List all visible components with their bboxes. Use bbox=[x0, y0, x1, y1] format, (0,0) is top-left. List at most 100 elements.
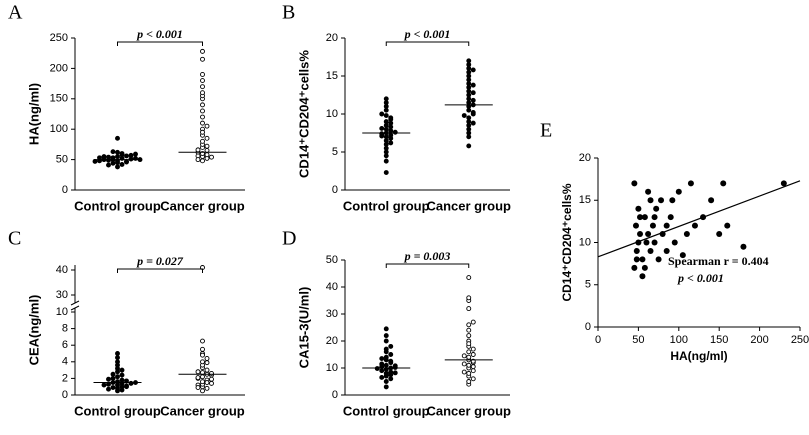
data-point bbox=[383, 119, 389, 125]
x-tick-label: Cancer group bbox=[426, 403, 511, 418]
data-point bbox=[106, 154, 111, 160]
data-point bbox=[470, 120, 476, 126]
data-point bbox=[119, 367, 125, 373]
data-point bbox=[658, 197, 665, 204]
data-point bbox=[641, 214, 648, 221]
data-point bbox=[700, 214, 707, 221]
y-tick-label: 5 bbox=[332, 146, 338, 158]
data-point bbox=[383, 326, 389, 332]
panel-label: C bbox=[8, 228, 21, 250]
data-point bbox=[383, 100, 389, 106]
data-point bbox=[383, 379, 389, 384]
x-tick-label: Control group bbox=[74, 198, 161, 213]
y-tick-label: 4 bbox=[62, 356, 68, 368]
data-point bbox=[115, 374, 120, 380]
data-point bbox=[379, 111, 385, 117]
data-point bbox=[209, 370, 214, 376]
data-point bbox=[647, 197, 654, 204]
data-point bbox=[200, 359, 205, 365]
data-point bbox=[383, 346, 389, 352]
y-tick-label: 40 bbox=[56, 264, 68, 276]
data-point bbox=[392, 129, 398, 135]
data-point bbox=[637, 214, 644, 221]
data-point bbox=[200, 129, 205, 135]
data-point bbox=[470, 352, 476, 357]
data-point bbox=[641, 264, 648, 271]
data-point bbox=[115, 160, 120, 166]
data-point bbox=[200, 158, 205, 164]
data-point bbox=[101, 154, 107, 160]
data-point bbox=[466, 322, 472, 328]
y-tick-label: 0 bbox=[62, 184, 68, 196]
panel-label: E bbox=[540, 120, 552, 142]
data-point bbox=[466, 379, 472, 384]
data-point bbox=[124, 153, 129, 159]
y-tick-label: 2 bbox=[62, 372, 68, 384]
data-point bbox=[466, 143, 472, 149]
panel-label: B bbox=[282, 2, 295, 24]
data-point bbox=[383, 338, 389, 344]
data-point bbox=[388, 358, 394, 364]
data-point bbox=[379, 375, 385, 380]
data-point bbox=[200, 48, 205, 54]
data-point bbox=[115, 149, 120, 155]
data-point bbox=[195, 385, 201, 390]
data-point bbox=[679, 252, 686, 259]
data-point bbox=[204, 152, 210, 158]
data-point bbox=[195, 157, 201, 163]
annotation: p < 0.001 bbox=[677, 271, 724, 285]
x-axis-label: HA(ng/ml) bbox=[670, 349, 727, 363]
data-point bbox=[720, 180, 727, 187]
y-tick-label: 250 bbox=[50, 32, 68, 44]
data-point bbox=[631, 180, 638, 187]
data-point bbox=[383, 113, 389, 118]
data-point bbox=[635, 239, 642, 246]
data-point bbox=[110, 149, 116, 155]
data-point bbox=[470, 319, 476, 325]
data-point bbox=[466, 295, 472, 301]
data-point bbox=[200, 120, 205, 126]
x-tick-label: Control group bbox=[343, 403, 430, 418]
data-point bbox=[195, 369, 201, 375]
data-point bbox=[383, 170, 389, 175]
data-point bbox=[200, 102, 205, 108]
panel-label: D bbox=[282, 228, 296, 250]
y-tick-label: 8 bbox=[62, 323, 68, 335]
y-tick-label: 30 bbox=[56, 289, 68, 301]
data-point bbox=[383, 384, 389, 390]
data-point bbox=[639, 273, 646, 280]
data-point bbox=[200, 108, 205, 114]
data-point bbox=[663, 222, 670, 229]
data-point bbox=[200, 78, 205, 84]
data-point bbox=[675, 188, 682, 195]
data-point bbox=[466, 354, 472, 360]
data-point bbox=[200, 114, 205, 120]
data-point bbox=[466, 275, 472, 280]
data-point bbox=[204, 123, 210, 129]
data-point bbox=[671, 239, 678, 246]
data-point bbox=[655, 256, 662, 263]
x-tick-label: 100 bbox=[670, 334, 688, 346]
data-point bbox=[466, 306, 472, 312]
y-tick-label: 10 bbox=[326, 108, 338, 120]
data-point bbox=[461, 113, 467, 118]
data-point bbox=[200, 338, 205, 344]
data-point bbox=[388, 115, 394, 121]
data-point bbox=[466, 341, 472, 347]
data-point bbox=[379, 361, 385, 367]
data-point bbox=[466, 58, 472, 64]
x-tick-label: 0 bbox=[595, 334, 601, 346]
data-point bbox=[388, 140, 394, 146]
x-tick-label: 200 bbox=[750, 334, 768, 346]
data-point bbox=[110, 375, 116, 381]
y-tick-label: 5 bbox=[585, 279, 591, 291]
data-point bbox=[209, 154, 214, 160]
y-tick-label: 15 bbox=[579, 194, 591, 206]
data-point bbox=[204, 360, 210, 366]
data-point bbox=[200, 388, 205, 394]
data-point bbox=[687, 180, 694, 187]
data-point bbox=[379, 368, 385, 374]
y-axis-label: CD14⁺CD204⁺cells% bbox=[296, 50, 311, 178]
data-point bbox=[115, 355, 120, 361]
data-point bbox=[200, 138, 205, 144]
